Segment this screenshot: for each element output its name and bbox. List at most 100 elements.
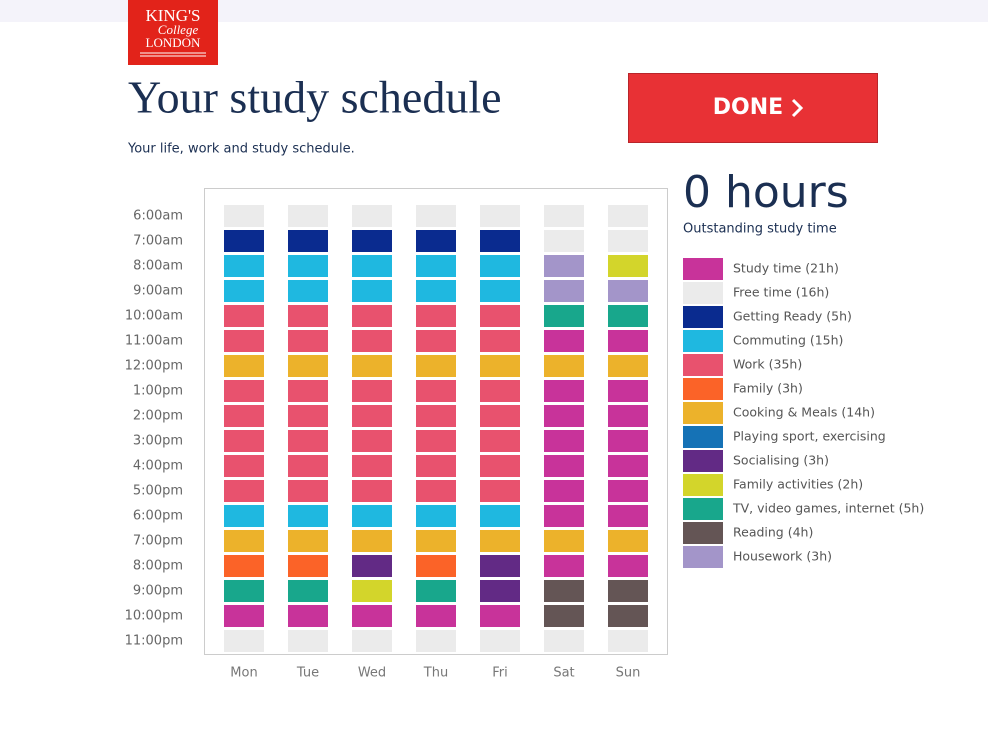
- legend-swatch[interactable]: [683, 306, 723, 328]
- schedule-cell[interactable]: [608, 355, 648, 377]
- schedule-cell[interactable]: [224, 280, 264, 302]
- schedule-cell[interactable]: [480, 630, 520, 652]
- schedule-cell[interactable]: [544, 505, 584, 527]
- schedule-cell[interactable]: [544, 480, 584, 502]
- schedule-cell[interactable]: [352, 230, 392, 252]
- schedule-cell[interactable]: [544, 530, 584, 552]
- schedule-cell[interactable]: [224, 305, 264, 327]
- done-button[interactable]: [628, 73, 878, 143]
- schedule-cell[interactable]: [608, 230, 648, 252]
- schedule-cell[interactable]: [608, 455, 648, 477]
- schedule-cell[interactable]: [480, 555, 520, 577]
- schedule-cell[interactable]: [544, 430, 584, 452]
- schedule-cell[interactable]: [224, 530, 264, 552]
- schedule-cell[interactable]: [224, 480, 264, 502]
- schedule-cell[interactable]: [608, 530, 648, 552]
- schedule-cell[interactable]: [224, 580, 264, 602]
- schedule-cell[interactable]: [608, 330, 648, 352]
- schedule-cell[interactable]: [544, 405, 584, 427]
- legend-swatch[interactable]: [683, 354, 723, 376]
- schedule-cell[interactable]: [288, 505, 328, 527]
- schedule-cell[interactable]: [480, 355, 520, 377]
- schedule-cell[interactable]: [288, 530, 328, 552]
- schedule-cell[interactable]: [352, 480, 392, 502]
- schedule-cell[interactable]: [352, 505, 392, 527]
- schedule-cell[interactable]: [544, 355, 584, 377]
- schedule-cell[interactable]: [224, 330, 264, 352]
- schedule-cell[interactable]: [416, 305, 456, 327]
- schedule-cell[interactable]: [544, 630, 584, 652]
- schedule-cell[interactable]: [416, 255, 456, 277]
- schedule-cell[interactable]: [544, 280, 584, 302]
- legend-swatch[interactable]: [683, 474, 723, 496]
- schedule-cell[interactable]: [544, 255, 584, 277]
- schedule-cell[interactable]: [544, 605, 584, 627]
- schedule-cell[interactable]: [288, 205, 328, 227]
- schedule-cell[interactable]: [608, 305, 648, 327]
- schedule-cell[interactable]: [288, 230, 328, 252]
- schedule-cell[interactable]: [480, 255, 520, 277]
- legend-swatch[interactable]: [683, 498, 723, 520]
- schedule-cell[interactable]: [608, 205, 648, 227]
- schedule-cell[interactable]: [480, 405, 520, 427]
- schedule-cell[interactable]: [416, 430, 456, 452]
- schedule-cell[interactable]: [480, 430, 520, 452]
- schedule-cell[interactable]: [352, 205, 392, 227]
- schedule-cell[interactable]: [288, 480, 328, 502]
- schedule-cell[interactable]: [416, 530, 456, 552]
- schedule-cell[interactable]: [288, 630, 328, 652]
- schedule-cell[interactable]: [416, 630, 456, 652]
- schedule-cell[interactable]: [288, 605, 328, 627]
- schedule-cell[interactable]: [288, 330, 328, 352]
- schedule-cell[interactable]: [608, 405, 648, 427]
- schedule-cell[interactable]: [480, 205, 520, 227]
- schedule-cell[interactable]: [288, 355, 328, 377]
- schedule-cell[interactable]: [608, 605, 648, 627]
- schedule-cell[interactable]: [288, 405, 328, 427]
- schedule-cell[interactable]: [352, 555, 392, 577]
- schedule-cell[interactable]: [608, 505, 648, 527]
- schedule-cell[interactable]: [480, 330, 520, 352]
- schedule-cell[interactable]: [480, 455, 520, 477]
- schedule-cell[interactable]: [416, 230, 456, 252]
- schedule-cell[interactable]: [416, 505, 456, 527]
- schedule-cell[interactable]: [224, 205, 264, 227]
- schedule-cell[interactable]: [544, 230, 584, 252]
- schedule-cell[interactable]: [224, 430, 264, 452]
- schedule-cell[interactable]: [224, 505, 264, 527]
- schedule-cell[interactable]: [352, 380, 392, 402]
- schedule-cell[interactable]: [416, 580, 456, 602]
- schedule-cell[interactable]: [416, 555, 456, 577]
- schedule-cell[interactable]: [480, 280, 520, 302]
- schedule-cell[interactable]: [480, 480, 520, 502]
- schedule-cell[interactable]: [608, 380, 648, 402]
- schedule-cell[interactable]: [352, 280, 392, 302]
- schedule-cell[interactable]: [224, 455, 264, 477]
- schedule-cell[interactable]: [288, 380, 328, 402]
- schedule-cell[interactable]: [416, 380, 456, 402]
- schedule-cell[interactable]: [480, 230, 520, 252]
- schedule-cell[interactable]: [608, 480, 648, 502]
- schedule-cell[interactable]: [352, 580, 392, 602]
- schedule-cell[interactable]: [608, 630, 648, 652]
- schedule-cell[interactable]: [608, 255, 648, 277]
- legend-swatch[interactable]: [683, 426, 723, 448]
- schedule-cell[interactable]: [544, 555, 584, 577]
- schedule-cell[interactable]: [416, 480, 456, 502]
- schedule-cell[interactable]: [224, 555, 264, 577]
- schedule-cell[interactable]: [480, 380, 520, 402]
- schedule-cell[interactable]: [416, 330, 456, 352]
- schedule-cell[interactable]: [288, 255, 328, 277]
- schedule-cell[interactable]: [416, 280, 456, 302]
- legend-swatch[interactable]: [683, 258, 723, 280]
- schedule-cell[interactable]: [416, 455, 456, 477]
- schedule-cell[interactable]: [480, 605, 520, 627]
- schedule-cell[interactable]: [352, 430, 392, 452]
- schedule-cell[interactable]: [352, 405, 392, 427]
- schedule-cell[interactable]: [352, 455, 392, 477]
- schedule-cell[interactable]: [480, 580, 520, 602]
- schedule-cell[interactable]: [224, 605, 264, 627]
- schedule-cell[interactable]: [288, 580, 328, 602]
- schedule-cell[interactable]: [608, 430, 648, 452]
- schedule-cell[interactable]: [544, 330, 584, 352]
